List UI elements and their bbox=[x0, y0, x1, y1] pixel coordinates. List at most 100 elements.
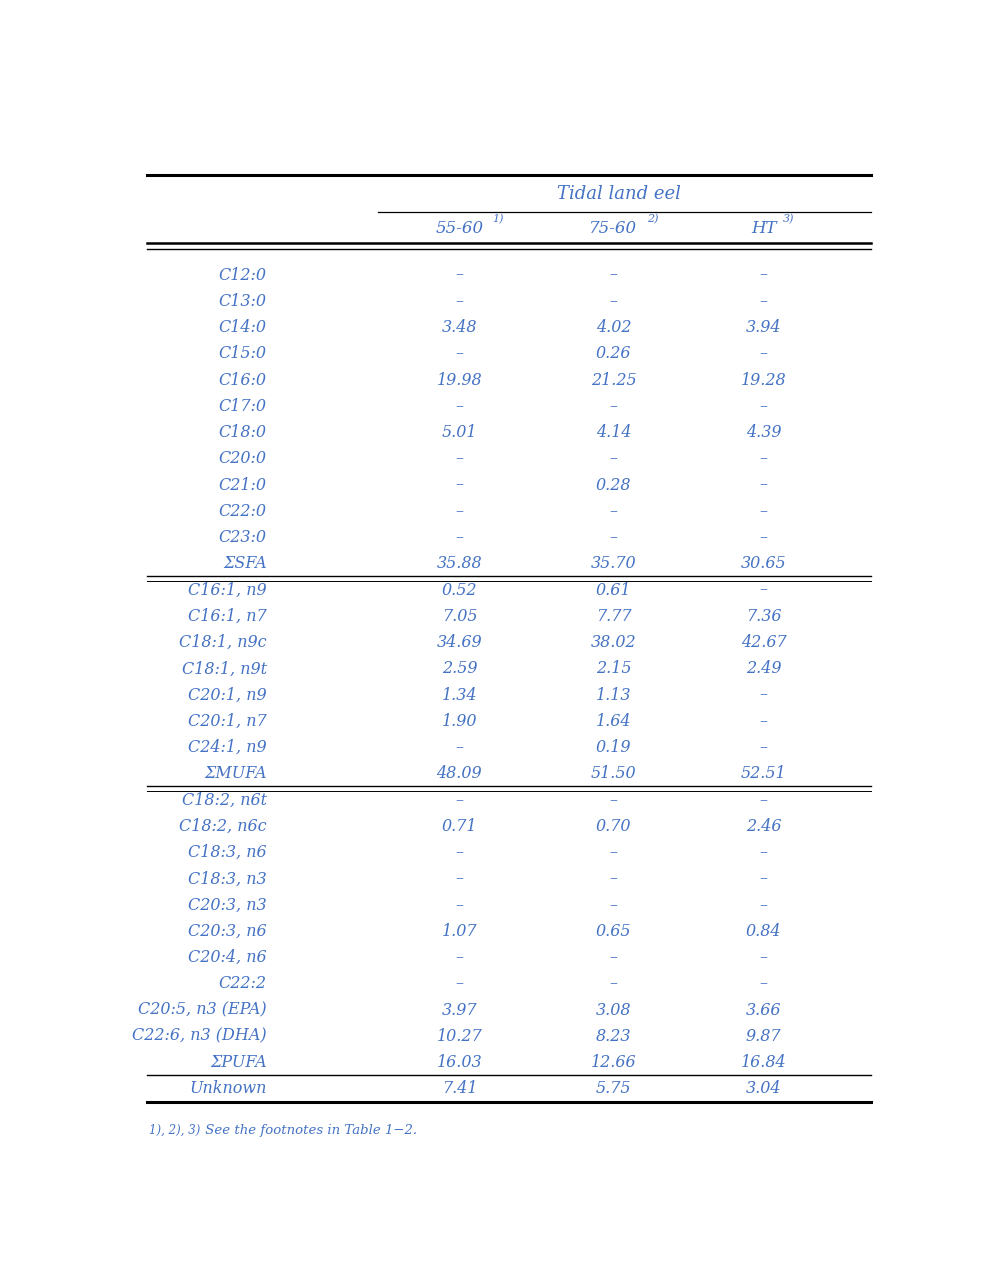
Text: –: – bbox=[609, 792, 617, 808]
Text: –: – bbox=[609, 503, 617, 519]
Text: C15:0: C15:0 bbox=[219, 345, 266, 363]
Text: –: – bbox=[759, 792, 767, 808]
Text: HT: HT bbox=[750, 220, 776, 237]
Text: C16:0: C16:0 bbox=[219, 372, 266, 388]
Text: 3.97: 3.97 bbox=[441, 1002, 477, 1018]
Text: –: – bbox=[609, 293, 617, 309]
Text: –: – bbox=[759, 476, 767, 494]
Text: 7.36: 7.36 bbox=[746, 607, 781, 625]
Text: –: – bbox=[609, 950, 617, 966]
Text: C20:1, n9: C20:1, n9 bbox=[188, 686, 266, 704]
Text: 0.84: 0.84 bbox=[746, 923, 781, 939]
Text: –: – bbox=[759, 530, 767, 546]
Text: –: – bbox=[455, 451, 463, 467]
Text: C16:1, n9: C16:1, n9 bbox=[188, 582, 266, 598]
Text: –: – bbox=[759, 844, 767, 861]
Text: –: – bbox=[609, 530, 617, 546]
Text: C20:1, n7: C20:1, n7 bbox=[188, 713, 266, 729]
Text: 0.52: 0.52 bbox=[441, 582, 477, 598]
Text: C14:0: C14:0 bbox=[219, 320, 266, 336]
Text: C22:0: C22:0 bbox=[219, 503, 266, 519]
Text: C20:5, n3 (EPA): C20:5, n3 (EPA) bbox=[138, 1002, 266, 1018]
Text: 4.39: 4.39 bbox=[746, 424, 781, 440]
Text: –: – bbox=[455, 530, 463, 546]
Text: –: – bbox=[455, 293, 463, 309]
Text: 7.05: 7.05 bbox=[441, 607, 477, 625]
Text: C12:0: C12:0 bbox=[219, 266, 266, 284]
Text: 16.03: 16.03 bbox=[436, 1054, 482, 1071]
Text: C18:3, n6: C18:3, n6 bbox=[188, 844, 266, 861]
Text: –: – bbox=[455, 398, 463, 415]
Text: C18:0: C18:0 bbox=[219, 424, 266, 440]
Text: 3.08: 3.08 bbox=[595, 1002, 631, 1018]
Text: 3.66: 3.66 bbox=[746, 1002, 781, 1018]
Text: 38.02: 38.02 bbox=[590, 634, 636, 651]
Text: –: – bbox=[455, 844, 463, 861]
Text: 3.04: 3.04 bbox=[746, 1081, 781, 1097]
Text: C18:2, n6t: C18:2, n6t bbox=[182, 792, 266, 808]
Text: –: – bbox=[609, 896, 617, 914]
Text: –: – bbox=[455, 476, 463, 494]
Text: –: – bbox=[609, 451, 617, 467]
Text: C18:2, n6c: C18:2, n6c bbox=[179, 817, 266, 835]
Text: –: – bbox=[455, 740, 463, 756]
Text: 0.61: 0.61 bbox=[595, 582, 631, 598]
Text: 42.67: 42.67 bbox=[741, 634, 786, 651]
Text: –: – bbox=[759, 503, 767, 519]
Text: –: – bbox=[759, 686, 767, 704]
Text: –: – bbox=[759, 345, 767, 363]
Text: Tidal land eel: Tidal land eel bbox=[558, 185, 681, 202]
Text: C22:6, n3 (DHA): C22:6, n3 (DHA) bbox=[132, 1027, 266, 1045]
Text: –: – bbox=[609, 975, 617, 993]
Text: –: – bbox=[759, 896, 767, 914]
Text: –: – bbox=[455, 503, 463, 519]
Text: 21.25: 21.25 bbox=[590, 372, 636, 388]
Text: –: – bbox=[759, 740, 767, 756]
Text: 7.77: 7.77 bbox=[595, 607, 631, 625]
Text: 3.94: 3.94 bbox=[746, 320, 781, 336]
Text: –: – bbox=[759, 713, 767, 729]
Text: 7.41: 7.41 bbox=[441, 1081, 477, 1097]
Text: ΣSFA: ΣSFA bbox=[223, 555, 266, 573]
Text: C13:0: C13:0 bbox=[219, 293, 266, 309]
Text: C18:1, n9t: C18:1, n9t bbox=[182, 661, 266, 677]
Text: 2): 2) bbox=[646, 214, 658, 224]
Text: 51.50: 51.50 bbox=[590, 765, 636, 783]
Text: 0.19: 0.19 bbox=[595, 740, 631, 756]
Text: ΣMUFA: ΣMUFA bbox=[204, 765, 266, 783]
Text: 75-60: 75-60 bbox=[589, 220, 637, 237]
Text: 3): 3) bbox=[783, 214, 794, 224]
Text: –: – bbox=[609, 266, 617, 284]
Text: 55-60: 55-60 bbox=[435, 220, 483, 237]
Text: 1.64: 1.64 bbox=[595, 713, 631, 729]
Text: 2.15: 2.15 bbox=[595, 661, 631, 677]
Text: 10.27: 10.27 bbox=[436, 1027, 482, 1045]
Text: C20:4, n6: C20:4, n6 bbox=[188, 950, 266, 966]
Text: C20:0: C20:0 bbox=[219, 451, 266, 467]
Text: –: – bbox=[609, 844, 617, 861]
Text: 35.70: 35.70 bbox=[590, 555, 636, 573]
Text: 19.98: 19.98 bbox=[436, 372, 482, 388]
Text: 1.07: 1.07 bbox=[441, 923, 477, 939]
Text: 1.13: 1.13 bbox=[595, 686, 631, 704]
Text: 8.23: 8.23 bbox=[595, 1027, 631, 1045]
Text: ΣPUFA: ΣPUFA bbox=[210, 1054, 266, 1071]
Text: 48.09: 48.09 bbox=[436, 765, 482, 783]
Text: See the footnotes in Table 1−2.: See the footnotes in Table 1−2. bbox=[202, 1124, 417, 1137]
Text: 0.28: 0.28 bbox=[595, 476, 631, 494]
Text: 0.26: 0.26 bbox=[595, 345, 631, 363]
Text: 1): 1) bbox=[492, 214, 504, 224]
Text: 3.48: 3.48 bbox=[441, 320, 477, 336]
Text: Unknown: Unknown bbox=[190, 1081, 266, 1097]
Text: –: – bbox=[455, 871, 463, 887]
Text: –: – bbox=[759, 293, 767, 309]
Text: –: – bbox=[759, 266, 767, 284]
Text: 19.28: 19.28 bbox=[741, 372, 786, 388]
Text: –: – bbox=[759, 582, 767, 598]
Text: 16.84: 16.84 bbox=[741, 1054, 786, 1071]
Text: –: – bbox=[455, 792, 463, 808]
Text: C23:0: C23:0 bbox=[219, 530, 266, 546]
Text: 2.59: 2.59 bbox=[441, 661, 477, 677]
Text: –: – bbox=[455, 266, 463, 284]
Text: C18:1, n9c: C18:1, n9c bbox=[179, 634, 266, 651]
